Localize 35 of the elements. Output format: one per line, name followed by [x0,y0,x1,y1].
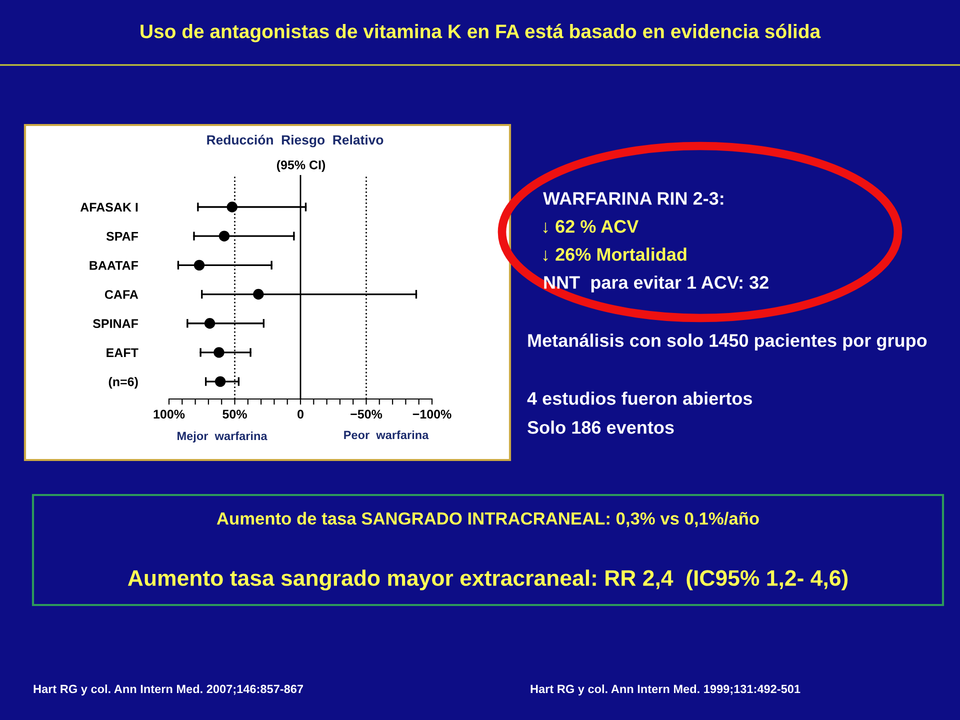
text: (95% CI) [276,160,326,172]
point [214,376,226,387]
text: Aumento tasa sangrado mayor extracraneal: RR 2,4 (IC95% 1,2- 4,6) [128,570,848,590]
text: Uso de antagonistas de vitamina K en FA está basado en evidencia sólida [140,24,821,42]
point [214,347,224,358]
point [253,288,264,300]
text: ↓ 62 % ACV [543,220,639,234]
y-tick-label: SPAF [106,232,138,241]
y-tick-label: (n=6) [108,377,138,389]
text: NNT para evitar 1 ACV: 32 [544,276,768,292]
text: Hart RG y col. Ann Intern Med. 2007;146:857-867 [34,684,304,696]
text: Aumento de tasa SANGRADO INTRACRANEAL: 0,3% vs 0,1%/año [216,512,759,528]
y-tick-label: CAFA [104,290,138,299]
text: Solo 186 eventos [528,420,674,434]
text: Mejor warfarina [178,431,268,443]
x-tick-label: 50% [222,410,247,419]
point [218,230,230,242]
text: ↓ 26% Mortalidad [543,248,686,262]
y-tick-label: EAFT [106,348,138,357]
text: Hart RG y col. Ann Intern Med. 1999;131:492-501 [530,684,800,696]
text: 4 estudios fueron abiertos [527,392,752,405]
y-tick-label: AFASAK I [80,202,138,212]
y-tick-label: BAATAF [90,261,138,270]
text: Peor warfarina [344,430,429,440]
x-tick-label: −100% [412,410,452,419]
text: WARFARINA RIN 2-3: [543,192,724,205]
point [226,202,238,212]
x-tick-label: 100% [154,410,185,419]
text: Metanálisis con solo 1450 pacientes por grupo [528,333,927,351]
y-tick-label: SPINAF [92,319,138,328]
point [204,318,216,329]
x-tick-label: −50% [350,410,382,419]
point [194,260,205,271]
chart-subtitle: Reducción Riesgo Relativo [207,134,384,148]
x-tick-label: 0 [298,410,304,419]
